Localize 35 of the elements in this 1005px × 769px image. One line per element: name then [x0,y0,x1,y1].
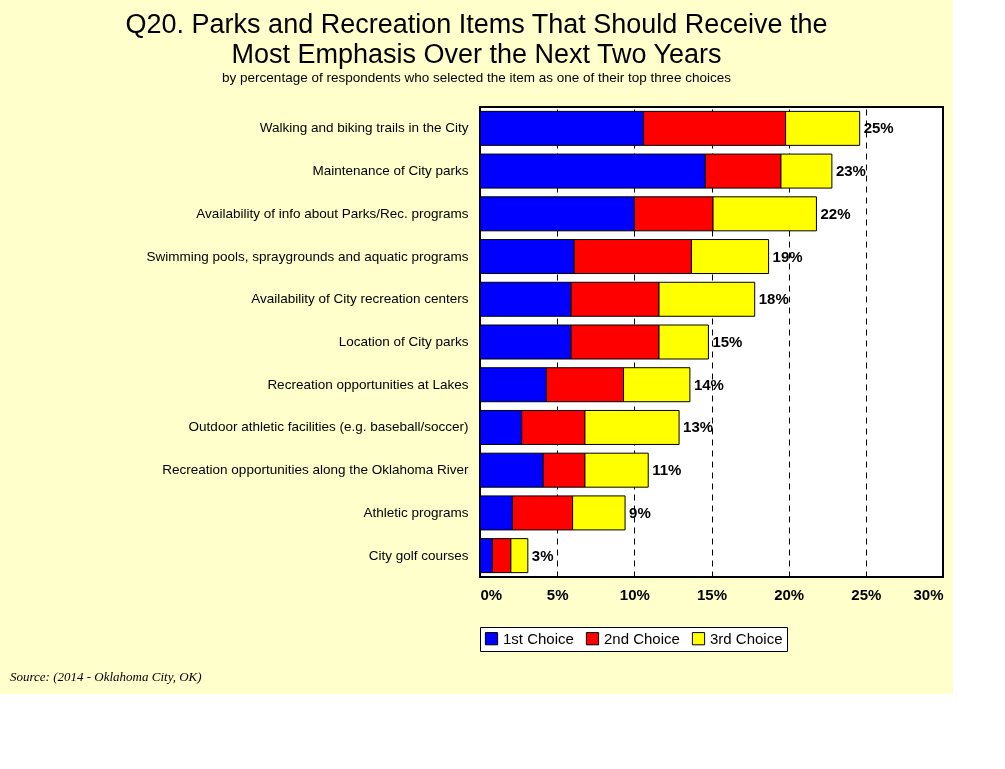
x-tick-label: 10% [619,585,650,603]
x-tick-label: 0% [480,585,503,603]
x-tick-label: 20% [774,585,805,603]
total-label: 13% [683,418,714,436]
total-label: 23% [835,162,866,180]
y-tick-label: Walking and biking trails in the City [259,120,469,136]
chart-subtitle: by percentage of respondents who selected the item as one of their top three choices [222,69,732,85]
y-tick-label: City golf courses [368,547,469,563]
y-tick-label: Maintenance of City parks [312,163,469,179]
legend-label: 1st Choice [503,629,574,647]
y-tick-label: Athletic programs [363,504,469,520]
total-label: 11% [652,461,682,479]
total-label: 15% [712,333,743,350]
total-label: 18% [758,290,789,308]
x-tick-label: 15% [696,585,728,603]
total-label: 22% [820,204,851,222]
y-tick-label: Recreation opportunities along the Oklahoma River [162,462,469,478]
x-tick-label: 5% [546,585,569,603]
y-tick-label: Availability of info about Parks/Rec. programs [196,205,469,221]
x-tick-label: 30% [913,585,944,603]
total-label: 25% [863,119,894,137]
y-tick-label: Availability of City recreation centers [251,291,469,307]
source-note: Source: (2014 - Oklahoma City, OK) [10,669,202,684]
x-tick-label: 25% [851,585,882,603]
total-label: 19% [772,247,803,265]
y-tick-label: Location of City parks [338,334,469,349]
y-tick-label: Outdoor athletic facilities (e.g. baseball/soccer) [188,419,469,435]
y-tick-label: Recreation opportunities at Lakes [267,376,469,392]
legend-label: 2nd Choice [604,629,680,647]
chart-title: Q20. Parks and Recreation Items That Should Receive the Most Emphasis Over the Next Two Years [125,8,828,69]
total-label: 9% [629,503,651,521]
y-tick-label: Swimming pools, spraygrounds and aquatic programs [146,248,469,264]
total-label: 14% [693,375,724,393]
legend-label: 3rd Choice [710,629,783,647]
total-label: 3% [531,546,554,564]
